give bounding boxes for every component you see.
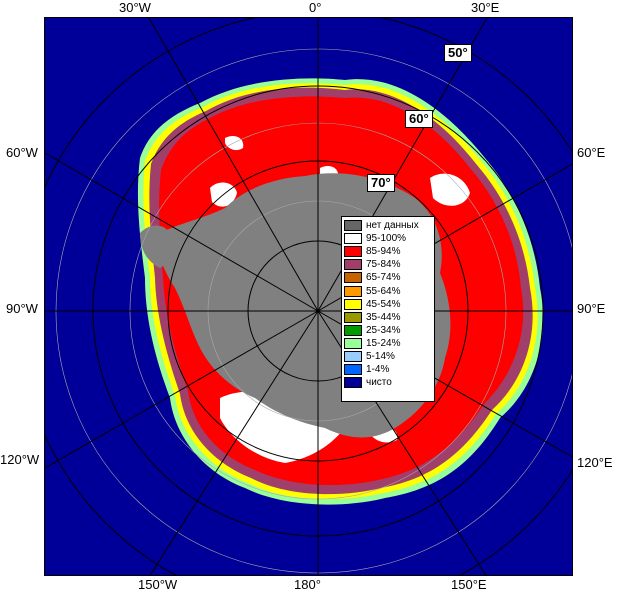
legend-item: 35-44%: [344, 311, 432, 324]
legend-item: 25-34%: [344, 324, 432, 337]
legend-swatch: [344, 337, 362, 349]
lon-label-60e: 60°E: [577, 145, 606, 160]
legend-swatch: [344, 220, 362, 232]
legend-item: 55-64%: [344, 284, 432, 297]
legend-swatch: [344, 311, 362, 323]
lat-label-50: 50°: [444, 44, 472, 62]
legend-item: нет данных: [344, 219, 432, 232]
legend-label: 5-14%: [366, 350, 395, 362]
legend-label: чисто: [366, 377, 392, 389]
legend-label: 1-4%: [366, 364, 390, 376]
legend-swatch: [344, 259, 362, 271]
lon-label-30e: 30°E: [471, 0, 500, 15]
legend-swatch: [344, 272, 362, 284]
legend-item: 15-24%: [344, 337, 432, 350]
lat-label-60: 60°: [405, 110, 433, 128]
legend-label: 15-24%: [366, 337, 401, 349]
lon-label-150e: 150°E: [451, 577, 487, 592]
lon-label-180: 180°: [294, 577, 321, 592]
lon-label-120e: 120°E: [577, 455, 613, 470]
legend-label: нет данных: [366, 220, 419, 232]
legend-swatch: [344, 350, 362, 362]
lon-label-30w: 30°W: [119, 0, 151, 15]
legend-swatch: [344, 285, 362, 297]
legend-item: 75-84%: [344, 258, 432, 271]
legend: нет данных 95-100% 85-94% 75-84% 65-74% 55-64…: [341, 216, 435, 402]
map-canvas: [45, 18, 572, 575]
legend-swatch: [344, 377, 362, 389]
legend-label: 75-84%: [366, 259, 401, 271]
legend-item: 95-100%: [344, 232, 432, 245]
lon-label-150w: 150°W: [138, 577, 178, 592]
legend-label: 55-64%: [366, 285, 401, 297]
lat-label-70: 70°: [367, 174, 395, 192]
legend-item: 85-94%: [344, 245, 432, 258]
lon-label-90w: 90°W: [6, 301, 38, 316]
legend-item: 45-54%: [344, 298, 432, 311]
legend-swatch: [344, 246, 362, 258]
lon-label-0: 0°: [309, 0, 322, 15]
legend-item: 65-74%: [344, 271, 432, 284]
legend-swatch: [344, 233, 362, 245]
legend-label: 45-54%: [366, 298, 401, 310]
legend-label: 65-74%: [366, 272, 401, 284]
legend-label: 85-94%: [366, 246, 401, 258]
legend-label: 95-100%: [366, 233, 407, 245]
legend-item: 1-4%: [344, 363, 432, 376]
sea-ice-map: [44, 17, 573, 576]
legend-swatch: [344, 364, 362, 376]
lon-label-60w: 60°W: [6, 145, 38, 160]
legend-item: 5-14%: [344, 350, 432, 363]
legend-label: 35-44%: [366, 311, 401, 323]
antarctic-peninsula: [140, 225, 172, 268]
legend-item: чисто: [344, 376, 432, 389]
legend-swatch: [344, 324, 362, 336]
legend-label: 25-34%: [366, 324, 401, 336]
legend-swatch: [344, 298, 362, 310]
lon-label-90e: 90°E: [577, 301, 606, 316]
lon-label-120w: 120°W: [0, 452, 40, 467]
